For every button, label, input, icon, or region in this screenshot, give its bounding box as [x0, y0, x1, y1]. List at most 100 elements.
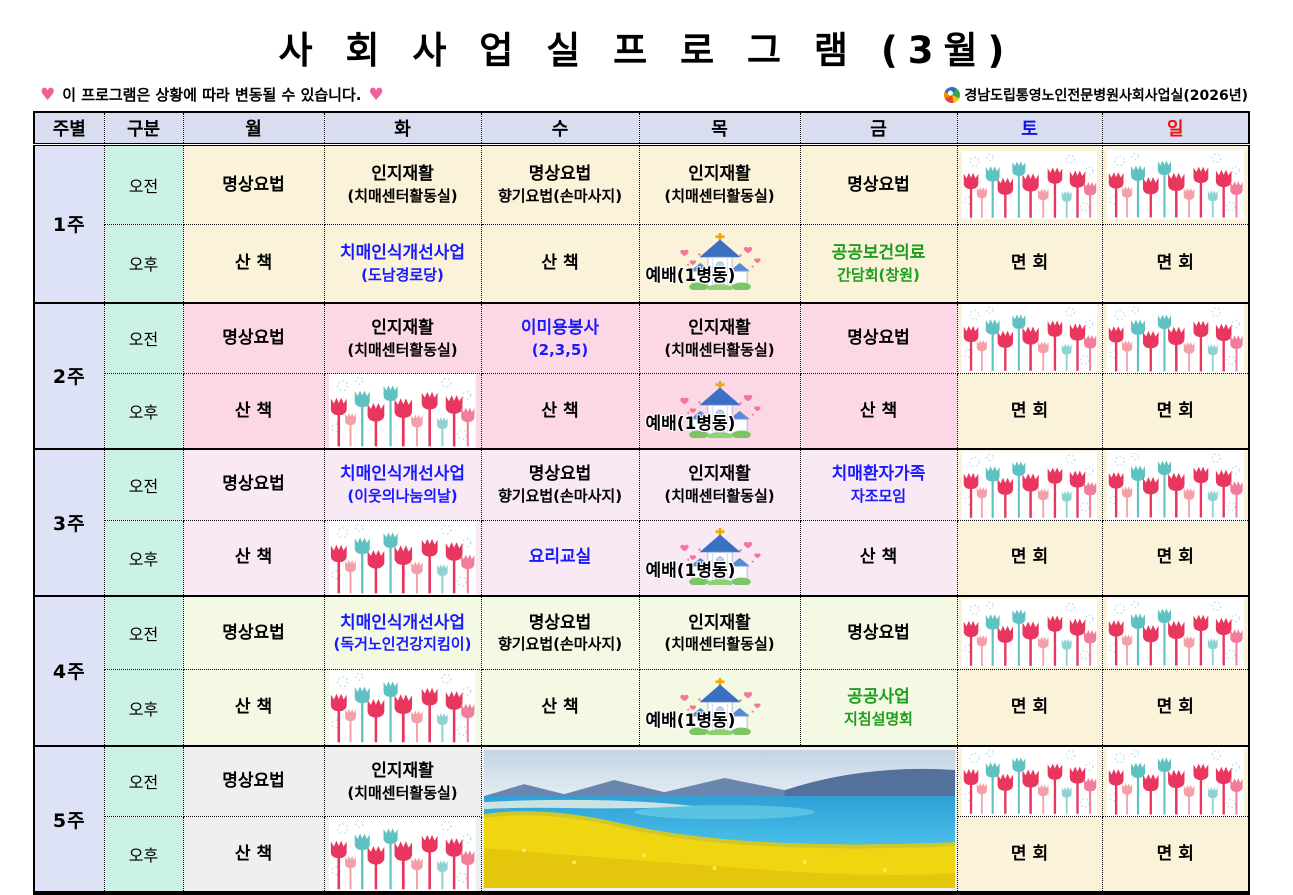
cell-week1-sat-am	[956, 143, 1103, 225]
header-week: 주별	[33, 111, 105, 146]
cell-week2-mon-pm: 산 책	[182, 373, 325, 450]
cell-week1-thu-pm: 예배(1병동)	[638, 224, 801, 303]
header-session: 구분	[103, 111, 184, 146]
week1-label: 1주	[33, 143, 105, 303]
cell-week3-mon-pm: 산 책	[182, 519, 325, 597]
cell-week5-sat-am	[956, 744, 1103, 818]
week4-am-label: 오전	[103, 594, 184, 671]
church-worship-image	[665, 380, 775, 442]
cell-week4-mon-pm: 산 책	[182, 669, 325, 747]
cell-week2-sun-pm: 면 회	[1101, 373, 1250, 450]
cell-week3-sun-pm: 면 회	[1101, 519, 1250, 597]
cell-week4-tue-am: 치매인식개선사업 (독거노인건강지킴이)	[323, 594, 482, 671]
cell-week4-wed-pm: 산 책	[480, 669, 640, 747]
week3-label: 3주	[33, 448, 105, 597]
meta-row: ♥ 이 프로그램은 상황에 따라 변동될 수 있습니다. ♥ 경남도립통영노인전…	[40, 84, 1248, 105]
cell-week3-thu-am: 인지재활 (치매센터활동실)	[638, 448, 801, 521]
cell-week5-mon-am: 명상요법	[182, 744, 325, 818]
week2-am-label: 오전	[103, 301, 184, 374]
hospital-logo-icon	[944, 86, 961, 103]
cell-week2-fri-am: 명상요법	[799, 301, 958, 374]
cell-week3-tue-am: 치매인식개선사업 (이웃의나눔의날)	[323, 448, 482, 521]
heart-icon: ♥	[40, 84, 56, 105]
week5-pm-label: 오후	[103, 816, 184, 894]
cell-week1-mon-pm: 산 책	[182, 224, 325, 303]
cell-week4-thu-am: 인지재활 (치매센터활동실)	[638, 594, 801, 671]
week5-am-label: 오전	[103, 744, 184, 818]
tulip-flowers-image	[958, 150, 1101, 220]
cell-week2-sat-pm: 면 회	[956, 373, 1103, 450]
header-mon: 월	[182, 111, 325, 146]
week1-am-label: 오전	[103, 143, 184, 225]
tulip-flowers-image	[1103, 451, 1248, 520]
org-label: 경남도립통영노인전문병원사회사업실(2026년)	[964, 87, 1248, 104]
cell-week4-mon-am: 명상요법	[182, 594, 325, 671]
week3-pm-label: 오후	[103, 519, 184, 597]
cell-week5-sun-pm: 면 회	[1101, 816, 1250, 894]
header-sat: 토	[956, 111, 1103, 146]
cell-week4-fri-pm: 공공사업 지침설명회	[799, 669, 958, 747]
cell-week2-fri-pm: 산 책	[799, 373, 958, 450]
church-worship-image	[665, 677, 775, 739]
cell-week4-fri-am: 명상요법	[799, 594, 958, 671]
notice: ♥ 이 프로그램은 상황에 따라 변동될 수 있습니다. ♥	[40, 84, 384, 105]
cell-week1-wed-am: 명상요법 향기요법(손마사지)	[480, 143, 640, 225]
week3-am-row: 3주 오전 명상요법 치매인식개선사업 (이웃의나눔의날) 명상요법 향기요법(손마…	[33, 448, 1250, 597]
cell-week1-tue-pm: 치매인식개선사업 (도남경로당)	[323, 224, 482, 303]
cell-week1-mon-am: 명상요법	[182, 143, 325, 225]
week5-am-row: 5주 오전 명상요법 인지재활 (치매센터활동실)	[33, 744, 1250, 894]
tulip-flowers-image	[1103, 304, 1248, 373]
week4-am-row: 4주 오전 명상요법 치매인식개선사업 (독거노인건강지킴이) 명상요법 향기요법(…	[33, 594, 1250, 747]
week2-am-row: 2주 오전 명상요법 인지재활 (치매센터활동실) 이미용봉사 (2,3,5) 인지…	[33, 301, 1250, 450]
cell-week3-wed-am: 명상요법 향기요법(손마사지)	[480, 448, 640, 521]
tulip-flowers-image	[325, 817, 480, 892]
cell-week2-mon-am: 명상요법	[182, 301, 325, 374]
canola-field-seaside-photo	[480, 744, 958, 894]
cell-week4-sat-pm: 면 회	[956, 669, 1103, 747]
cell-week4-sun-pm: 면 회	[1101, 669, 1250, 747]
cell-week1-fri-pm: 공공보건의료 간담회(창원)	[799, 224, 958, 303]
cell-week4-tue-pm	[323, 669, 482, 747]
tulip-flowers-image	[1103, 598, 1248, 668]
tulip-flowers-image	[1103, 747, 1248, 816]
tulip-flowers-image	[1103, 150, 1248, 220]
cell-week2-sun-am	[1101, 301, 1250, 374]
header-row: 주별 구분 월 화 수 목 금 토 일	[33, 111, 1250, 146]
week1-am-row: 1주 오전 명상요법 인지재활 (치매센터활동실) 명상요법 향기요법(손마사지) …	[33, 143, 1250, 303]
tulip-flowers-image	[958, 304, 1101, 373]
cell-week4-sun-am	[1101, 594, 1250, 671]
cell-week5-tue-pm	[323, 816, 482, 894]
cell-week3-thu-pm: 예배(1병동)	[638, 519, 801, 597]
header-wed: 수	[480, 111, 640, 146]
cell-week1-sun-am	[1101, 143, 1250, 225]
cell-week2-wed-pm: 산 책	[480, 373, 640, 450]
cell-week1-sat-pm: 면 회	[956, 224, 1103, 303]
cell-week3-wed-pm: 요리교실	[480, 519, 640, 597]
tulip-flowers-image	[325, 521, 480, 595]
week5-label: 5주	[33, 744, 105, 894]
week1-pm-label: 오후	[103, 224, 184, 303]
cell-week3-fri-pm: 산 책	[799, 519, 958, 597]
cell-week5-sun-am	[1101, 744, 1250, 818]
week4-label: 4주	[33, 594, 105, 747]
tulip-flowers-image	[958, 747, 1101, 816]
cell-week2-thu-pm: 예배(1병동)	[638, 373, 801, 450]
cell-week1-tue-am: 인지재활 (치매센터활동실)	[323, 143, 482, 225]
cell-week4-wed-am: 명상요법 향기요법(손마사지)	[480, 594, 640, 671]
cell-week1-fri-am: 명상요법	[799, 143, 958, 225]
notice-text: 이 프로그램은 상황에 따라 변동될 수 있습니다.	[62, 86, 362, 104]
cell-week2-wed-am: 이미용봉사 (2,3,5)	[480, 301, 640, 374]
schedule-table: 주별 구분 월 화 수 목 금 토 일 1주 오전 명상요법 인지재활 (치매센터…	[33, 111, 1250, 895]
cell-week2-sat-am	[956, 301, 1103, 374]
church-worship-image	[665, 527, 775, 589]
week2-label: 2주	[33, 301, 105, 450]
cell-week5-tue-am: 인지재활 (치매센터활동실)	[323, 744, 482, 818]
heart-icon: ♥	[368, 84, 384, 105]
cell-week3-sat-pm: 면 회	[956, 519, 1103, 597]
cell-week3-sun-am	[1101, 448, 1250, 521]
cell-week3-sat-am	[956, 448, 1103, 521]
tulip-flowers-image	[325, 670, 480, 745]
header-tue: 화	[323, 111, 482, 146]
cell-week5-sat-pm: 면 회	[956, 816, 1103, 894]
cell-week2-tue-am: 인지재활 (치매센터활동실)	[323, 301, 482, 374]
